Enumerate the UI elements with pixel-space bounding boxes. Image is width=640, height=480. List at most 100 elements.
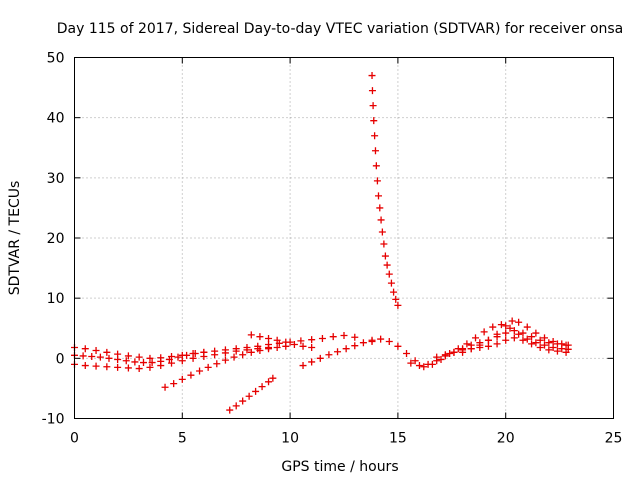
data-point — [124, 352, 132, 360]
plot-frame — [74, 57, 614, 419]
data-point — [450, 348, 458, 356]
data-point — [211, 351, 219, 359]
data-point — [124, 364, 132, 372]
data-point — [528, 333, 536, 341]
data-point — [476, 344, 484, 352]
data-point — [299, 342, 307, 350]
data-point — [493, 340, 501, 348]
data-point — [532, 329, 540, 337]
data-point — [187, 371, 195, 379]
data-point — [467, 345, 475, 353]
data-point — [183, 351, 191, 359]
data-point — [371, 147, 379, 155]
data-point — [385, 270, 393, 278]
grid-lines — [74, 57, 614, 419]
data-point — [351, 333, 359, 341]
x-tick-label: 25 — [605, 431, 623, 447]
data-point — [359, 339, 367, 347]
data-point — [387, 279, 395, 287]
y-tick-label: 20 — [47, 231, 65, 247]
data-point — [146, 363, 154, 371]
data-point — [437, 356, 445, 364]
data-point — [178, 375, 186, 383]
series-arc-h — [368, 72, 402, 309]
axis-ticks: 0 5 10 15 20 25 -10 0 10 20 30 40 50 — [42, 51, 623, 447]
data-point — [178, 357, 186, 365]
data-point — [325, 351, 333, 359]
data-point — [282, 338, 290, 346]
data-point — [168, 359, 176, 367]
data-point — [318, 334, 326, 342]
data-point — [411, 357, 419, 365]
data-point — [484, 342, 492, 350]
data-point — [497, 321, 505, 329]
data-point — [273, 336, 281, 344]
data-point — [403, 350, 411, 358]
x-tick-label: 15 — [389, 431, 407, 447]
data-point — [541, 341, 549, 349]
data-point — [230, 353, 238, 361]
data-point — [523, 335, 531, 343]
data-point — [92, 362, 100, 370]
data-point — [369, 102, 377, 110]
data-point — [258, 383, 266, 391]
data-point — [394, 301, 402, 309]
data-point — [92, 347, 100, 355]
data-point — [371, 132, 379, 140]
data-point — [174, 353, 182, 361]
data-point — [114, 356, 122, 364]
data-point — [265, 345, 273, 353]
data-point — [377, 216, 385, 224]
data-point — [459, 346, 467, 354]
data-point — [226, 406, 234, 414]
data-point — [373, 177, 381, 185]
data-point — [370, 117, 378, 125]
data-point — [329, 333, 337, 341]
data-point — [545, 346, 553, 354]
data-point — [114, 363, 122, 371]
data-point — [446, 350, 454, 358]
data-point — [407, 359, 415, 367]
data-point — [564, 341, 572, 349]
data-point — [122, 357, 130, 365]
data-point — [374, 192, 382, 200]
x-tick-label: 10 — [281, 431, 299, 447]
data-point — [528, 340, 536, 348]
data-point — [79, 352, 87, 360]
data-point — [81, 345, 89, 353]
data-point — [508, 317, 516, 325]
data-point — [239, 397, 247, 405]
data-point — [334, 348, 342, 356]
data-point — [545, 339, 553, 347]
data-point — [378, 228, 386, 236]
data-point — [340, 331, 348, 339]
y-tick-label: 30 — [47, 171, 65, 187]
y-tick-label: -10 — [42, 412, 65, 428]
data-point — [536, 344, 544, 352]
data-point — [415, 362, 423, 370]
data-point — [510, 327, 518, 335]
data-point — [239, 351, 247, 359]
x-tick-label: 20 — [497, 431, 515, 447]
data-point — [523, 323, 531, 331]
data-point — [135, 365, 143, 373]
data-point — [243, 346, 251, 354]
y-axis-label: SDTVAR / TECUs — [7, 181, 23, 296]
data-point — [558, 340, 566, 348]
data-point — [463, 340, 471, 348]
series-arc-f — [247, 331, 316, 352]
data-point — [515, 330, 523, 338]
data-point — [221, 356, 229, 364]
data-point — [146, 354, 154, 362]
data-point — [308, 336, 316, 344]
data-point — [204, 363, 212, 371]
data-point — [232, 347, 240, 355]
data-point — [191, 350, 199, 358]
data-point — [519, 336, 527, 344]
data-point — [549, 337, 557, 345]
data-point — [157, 357, 165, 365]
data-point — [519, 329, 527, 337]
data-point — [247, 331, 255, 339]
data-point — [148, 359, 156, 367]
data-point — [213, 360, 221, 368]
